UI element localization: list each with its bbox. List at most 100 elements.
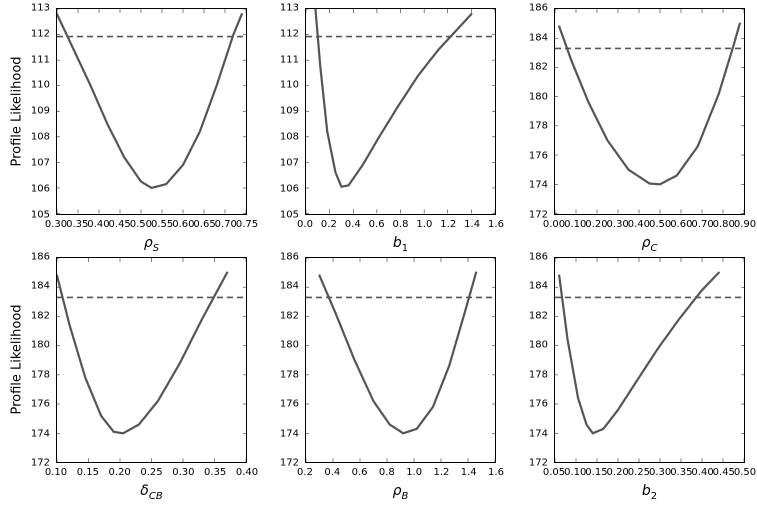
xtick: 0.10 <box>564 467 586 478</box>
xtick: 0.30 <box>649 467 671 478</box>
xlabel: δCB <box>56 483 247 499</box>
profile-curve <box>57 14 242 188</box>
xlabel: b2 <box>554 483 745 499</box>
ytick: 112 <box>275 28 299 39</box>
ytick: 174 <box>26 428 50 439</box>
xtick: 0.00 <box>543 219 565 230</box>
xtick: 0.30 <box>172 467 194 478</box>
xtick: 0.75 <box>236 219 258 230</box>
xtick: 0.30 <box>607 219 629 230</box>
xtick: 0.15 <box>77 467 99 478</box>
ytick: 180 <box>524 340 548 351</box>
xtick: 1.2 <box>440 219 456 230</box>
panel-rhoC: 1721741761781801821841860.000.100.200.30… <box>506 8 745 251</box>
xtick: 0.45 <box>109 219 131 230</box>
xtick: 0.45 <box>713 467 735 478</box>
xtick: 0.0 <box>297 219 313 230</box>
ytick: 108 <box>26 132 50 143</box>
yticks: 105106107108109110111112113 <box>26 8 54 215</box>
ytick: 107 <box>26 157 50 168</box>
xtick: 1.6 <box>488 219 504 230</box>
ytick: 110 <box>26 80 50 91</box>
yticks: 172174176178180182184186 <box>524 257 552 464</box>
xtick: 0.60 <box>172 219 194 230</box>
plot-svg <box>306 258 495 463</box>
ytick: 105 <box>275 209 299 220</box>
panel-rhoS: Profile Likelihood1051061071081091101111… <box>8 8 247 251</box>
xtick: 0.70 <box>215 219 237 230</box>
plot-area <box>554 257 745 464</box>
xticks: 0.000.100.200.300.400.500.600.700.800.90 <box>554 219 745 233</box>
xtick: 0.35 <box>66 219 88 230</box>
xtick: 0.25 <box>628 467 650 478</box>
ytick: 113 <box>275 3 299 14</box>
ytick: 112 <box>26 28 50 39</box>
xtick: 0.35 <box>670 467 692 478</box>
xticks: 0.20.40.60.81.01.21.41.6 <box>305 467 496 481</box>
ytick: 182 <box>524 62 548 73</box>
ytick: 180 <box>26 340 50 351</box>
xticks: 0.050.100.150.200.250.300.350.400.450.50 <box>554 467 745 481</box>
ytick: 106 <box>275 183 299 194</box>
ytick: 182 <box>26 310 50 321</box>
xtick: 0.50 <box>649 219 671 230</box>
xtick: 1.2 <box>433 467 449 478</box>
xlabel: ρC <box>554 235 745 251</box>
xtick: 1.4 <box>464 219 480 230</box>
xtick: 0.40 <box>628 219 650 230</box>
xtick: 0.25 <box>140 467 162 478</box>
xtick: 1.4 <box>461 467 477 478</box>
xtick: 0.20 <box>585 219 607 230</box>
ytick: 178 <box>524 121 548 132</box>
xticks: 0.300.350.400.450.500.550.600.650.700.75 <box>56 219 247 233</box>
xtick: 0.60 <box>670 219 692 230</box>
profile-curve <box>315 9 471 187</box>
xtick: 0.05 <box>543 467 565 478</box>
ylabel: Profile Likelihood <box>8 257 26 464</box>
panel-b1: 1051061071081091101111121130.00.20.40.60… <box>257 8 496 251</box>
yticks: 172174176178180182184186 <box>275 257 303 464</box>
ytick: 176 <box>524 399 548 410</box>
ytick: 172 <box>275 458 299 469</box>
panel-b2: 1721741761781801821841860.050.100.150.20… <box>506 257 745 500</box>
ytick: 186 <box>275 251 299 262</box>
xtick: 1.0 <box>406 467 422 478</box>
xtick: 0.20 <box>109 467 131 478</box>
ytick: 182 <box>524 310 548 321</box>
xtick: 0.70 <box>691 219 713 230</box>
xtick: 0.80 <box>713 219 735 230</box>
xtick: 0.65 <box>193 219 215 230</box>
xticks: 0.100.150.200.250.300.350.40 <box>56 467 247 481</box>
plot-svg <box>306 9 495 214</box>
yticks: 105106107108109110111112113 <box>275 8 303 215</box>
ytick: 109 <box>275 106 299 117</box>
xtick: 0.8 <box>393 219 409 230</box>
ytick: 184 <box>26 281 50 292</box>
xticks: 0.00.20.40.60.81.01.21.41.6 <box>305 219 496 233</box>
ytick: 176 <box>275 399 299 410</box>
plot-svg <box>555 258 744 463</box>
plot-area <box>554 8 745 215</box>
ytick: 113 <box>26 3 50 14</box>
xtick: 0.20 <box>607 467 629 478</box>
xtick: 0.90 <box>734 219 756 230</box>
panel-rhoB: 1721741761781801821841860.20.40.60.81.01… <box>257 257 496 500</box>
xlabel: ρS <box>56 235 247 251</box>
ytick: 186 <box>524 251 548 262</box>
ytick: 176 <box>26 399 50 410</box>
xtick: 0.50 <box>130 219 152 230</box>
ytick: 174 <box>275 428 299 439</box>
plot-svg <box>555 9 744 214</box>
xtick: 0.50 <box>734 467 756 478</box>
xtick: 1.6 <box>488 467 504 478</box>
xtick: 0.10 <box>45 467 67 478</box>
xtick: 0.15 <box>585 467 607 478</box>
ytick: 110 <box>275 80 299 91</box>
ytick: 178 <box>26 369 50 380</box>
ytick: 108 <box>275 132 299 143</box>
plot-svg <box>57 258 246 463</box>
ytick: 176 <box>524 150 548 161</box>
ytick: 178 <box>524 369 548 380</box>
ytick: 111 <box>26 54 50 65</box>
xtick: 0.35 <box>204 467 226 478</box>
